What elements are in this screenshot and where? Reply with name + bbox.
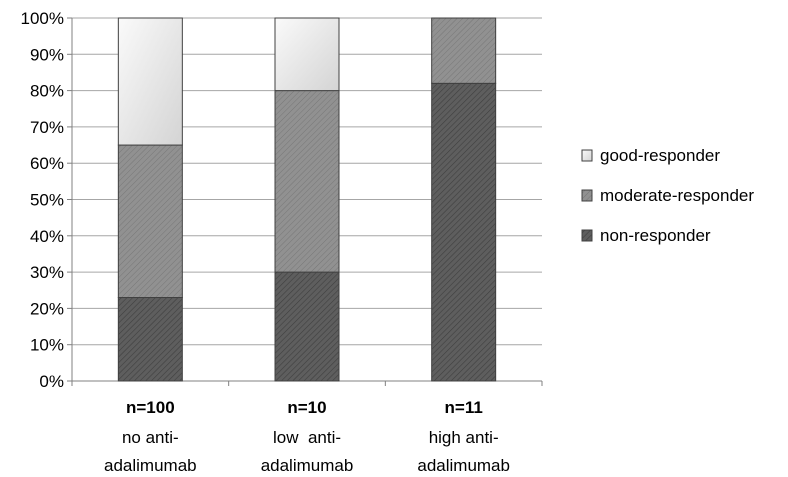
bar-segment-moderate-responder: [274, 90, 340, 273]
y-tick-label: 0%: [39, 372, 64, 391]
category-label: high anti-: [429, 428, 499, 447]
y-tick-label: 30%: [30, 263, 64, 282]
y-tick-label: 60%: [30, 154, 64, 173]
category-n-label: n=10: [287, 398, 326, 417]
bar-segment-good-responder: [274, 17, 340, 92]
y-tick-label: 20%: [30, 299, 64, 318]
category-label: adalimumab: [261, 456, 354, 475]
category-label: adalimumab: [417, 456, 510, 475]
bar-segment-moderate-responder: [431, 17, 497, 84]
y-tick-label: 40%: [30, 227, 64, 246]
legend-swatch: [581, 189, 593, 202]
y-tick-label: 100%: [21, 9, 64, 28]
legend-label: moderate-responder: [600, 186, 754, 205]
y-tick-label: 80%: [30, 82, 64, 101]
legend-swatch: [581, 149, 593, 162]
y-tick-label: 50%: [30, 191, 64, 210]
legend-label: good-responder: [600, 146, 720, 165]
bar-segment-non-responder: [117, 297, 183, 382]
bars: [117, 17, 497, 382]
bar-segment-non-responder: [274, 271, 340, 382]
y-tick-label: 70%: [30, 118, 64, 137]
bar-segment-non-responder: [431, 82, 497, 382]
category-label: no anti-: [122, 428, 179, 447]
category-label: adalimumab: [104, 456, 197, 475]
legend-label: non-responder: [600, 226, 711, 245]
category-n-label: n=100: [126, 398, 175, 417]
axis-labels: 0% 10% 20% 30% 40% 50% 60% 70% 80% 90% 100% n=100 no…: [21, 9, 510, 475]
y-tick-label: 10%: [30, 336, 64, 355]
y-tick-label: 90%: [30, 45, 64, 64]
bar-segment-moderate-responder: [117, 144, 183, 299]
legend: good-responder moderate-responder non-resp…: [581, 146, 754, 245]
bar-segment-good-responder: [117, 17, 183, 146]
category-label: low anti-: [273, 428, 341, 447]
category-n-label: n=11: [445, 398, 483, 417]
legend-swatch: [581, 229, 593, 242]
